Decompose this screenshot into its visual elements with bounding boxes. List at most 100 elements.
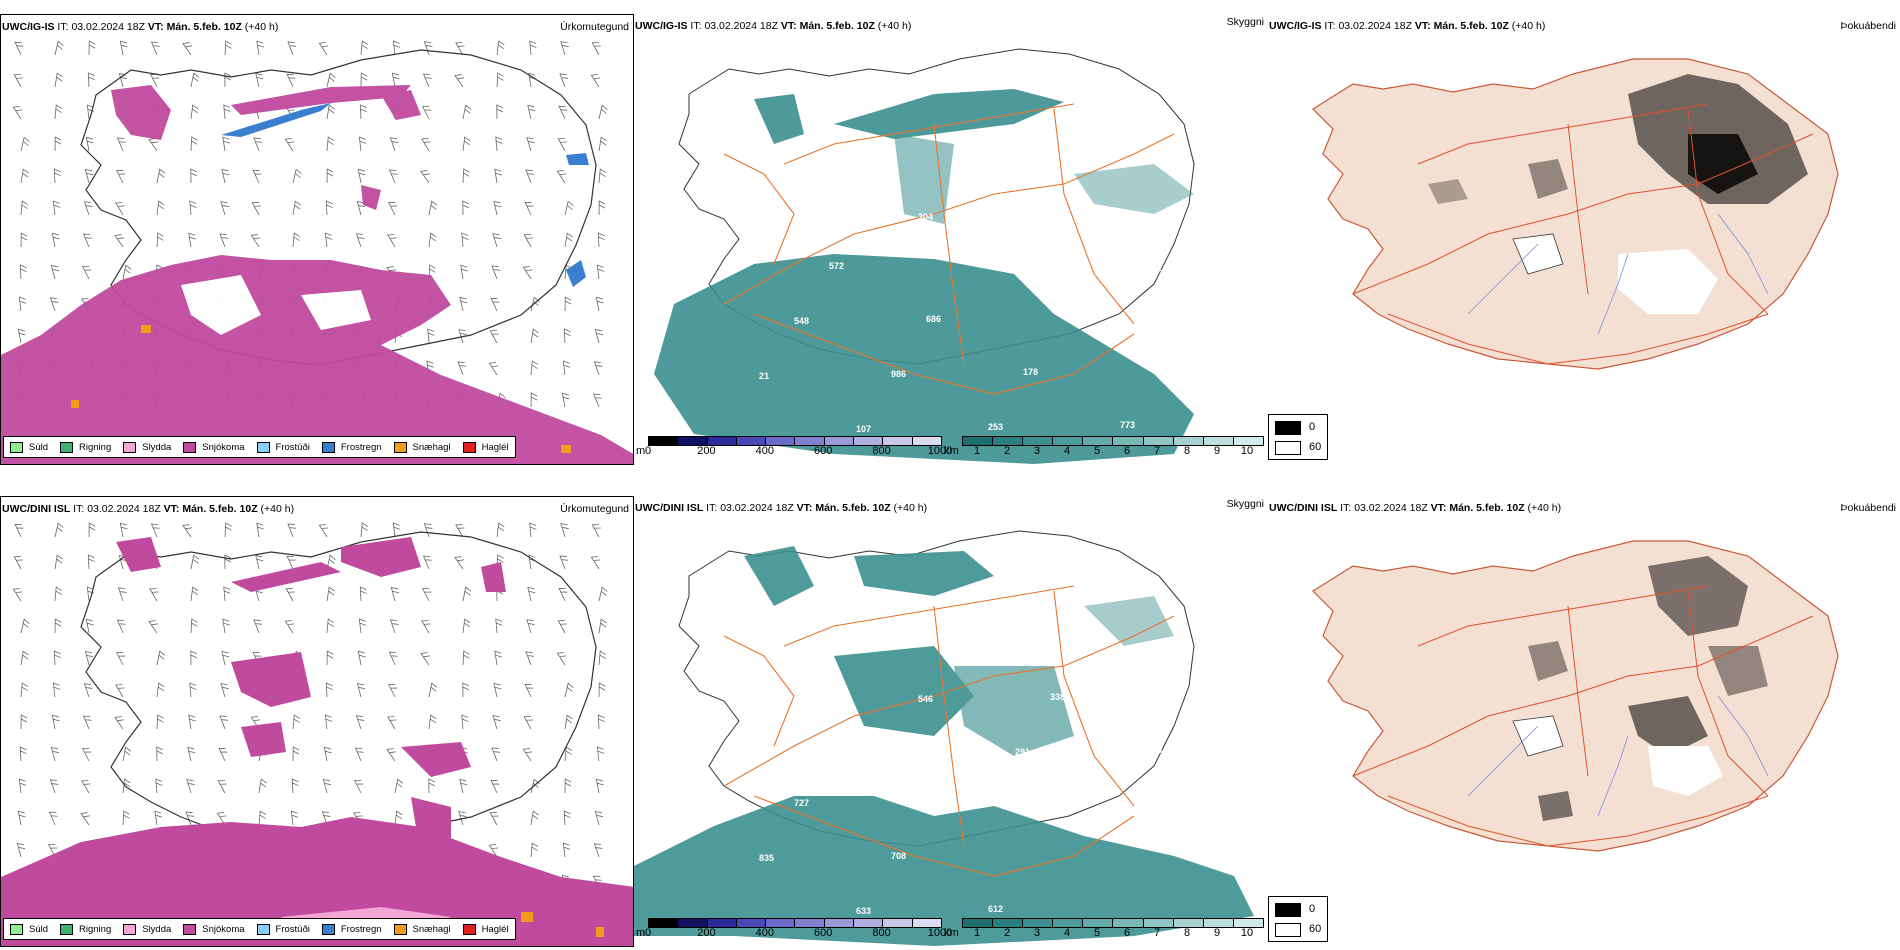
wind-barb xyxy=(394,778,404,794)
wind-barb xyxy=(562,360,571,376)
wind-barb xyxy=(224,554,232,570)
colorbar-tick: 7 xyxy=(1153,927,1161,939)
visibility-colorbar-strip xyxy=(962,436,1264,446)
wind-barb xyxy=(459,778,468,794)
wind-barb xyxy=(388,651,398,666)
height-label: 986 xyxy=(891,369,906,379)
wind-barb xyxy=(326,554,336,570)
colorbar-segment xyxy=(766,437,796,445)
colorbar-segment xyxy=(1233,919,1263,927)
wind-barb xyxy=(321,811,331,826)
wind-barb xyxy=(20,136,30,152)
height-label: 338 xyxy=(1050,692,1065,702)
wind-barb xyxy=(387,234,397,248)
height-label: 253 xyxy=(988,422,1003,432)
wind-barb xyxy=(286,73,296,88)
wind-barb xyxy=(20,232,28,248)
wind-barb xyxy=(223,104,231,120)
wind-barb xyxy=(222,618,230,634)
wind-barb xyxy=(355,715,365,730)
wind-barb xyxy=(188,714,196,730)
wind-barb xyxy=(355,233,365,248)
colorbar-tick: 800 xyxy=(872,927,891,939)
wind-barb xyxy=(561,392,570,408)
wind-barb xyxy=(556,170,567,184)
wind-barb xyxy=(49,779,59,794)
wind-barb xyxy=(187,746,196,762)
wind-barb xyxy=(461,232,469,248)
wind-barb xyxy=(387,716,397,730)
legend-swatch xyxy=(321,923,335,935)
colorbar-tick: 1 xyxy=(973,927,981,939)
wind-barb xyxy=(190,136,198,152)
wind-barb xyxy=(527,586,536,602)
wind-barb xyxy=(596,746,605,762)
height-label: 973 xyxy=(1085,155,1100,165)
wind-barb xyxy=(251,202,261,216)
colorbar-tick: 3 xyxy=(1033,927,1041,939)
legend-swatch xyxy=(256,441,270,453)
wind-barb xyxy=(48,811,58,826)
wind-barb xyxy=(530,810,539,826)
legend-swatch xyxy=(60,441,74,453)
wind-barb xyxy=(150,523,160,538)
height-label: 235 xyxy=(953,157,968,167)
wind-barb xyxy=(115,684,125,698)
colorbar-tick: 1000 xyxy=(927,927,953,939)
wind-barb xyxy=(493,200,502,216)
wind-barb xyxy=(494,168,502,184)
wind-barb xyxy=(224,522,232,538)
wind-barb xyxy=(360,40,369,56)
fog-legend-label-60: 60 xyxy=(1309,441,1322,453)
wind-barb xyxy=(562,842,571,858)
wind-barb xyxy=(427,328,435,344)
wind-barb xyxy=(13,74,23,88)
wind-barb xyxy=(594,810,604,826)
wind-barb xyxy=(591,42,601,56)
wind-barb xyxy=(454,556,464,570)
wind-barb xyxy=(598,136,607,152)
panel-header: UWC/DINI ISL IT: 03.02.2024 18Z VT: Mán.… xyxy=(1269,502,1562,514)
wind-barb xyxy=(326,168,334,184)
height-label: 107 xyxy=(856,424,871,434)
wind-barb xyxy=(394,810,403,826)
wind-barb xyxy=(564,296,572,312)
wind-barb xyxy=(558,587,568,602)
fog-indicator-map xyxy=(1312,58,1839,370)
colorbar-tick: 4 xyxy=(1063,445,1071,457)
wind-barb xyxy=(420,170,430,184)
wind-barb xyxy=(156,650,166,666)
height-label: 304 xyxy=(918,212,933,222)
wind-barb xyxy=(122,746,132,762)
colorbar-tick: 8 xyxy=(1183,445,1191,457)
wind-barb xyxy=(462,168,470,184)
wind-barb xyxy=(462,200,470,216)
wind-barb xyxy=(190,72,200,88)
wind-barb xyxy=(190,554,200,570)
colorbar-segment xyxy=(854,437,884,445)
wind-barb xyxy=(326,104,335,120)
height-colorbar-strip xyxy=(648,918,942,928)
legend-swatch xyxy=(10,923,23,935)
wind-barb xyxy=(182,42,192,56)
wind-barb xyxy=(595,778,604,794)
fog-legend-top: 0 60 xyxy=(1268,414,1328,460)
wind-barb xyxy=(428,200,438,216)
wind-barb xyxy=(326,618,335,634)
height-label: 21 xyxy=(759,371,769,381)
colorbar-tick: 1 xyxy=(973,445,981,457)
wind-barb xyxy=(558,105,568,120)
panel-title: Skyggni xyxy=(1226,498,1264,510)
legend-label: Haglél xyxy=(481,441,509,453)
wind-barb xyxy=(388,169,398,184)
wind-barb xyxy=(326,136,335,152)
wind-barb xyxy=(14,523,24,538)
colorbar-segment xyxy=(854,919,884,927)
panel-header: UWC/DINI ISL IT: 03.02.2024 18Z VT: Mán.… xyxy=(635,502,928,514)
height-label: 291 xyxy=(1015,747,1030,757)
legend-item: Haglél xyxy=(462,441,509,453)
wind-barb xyxy=(428,714,437,730)
legend-item: Slydda xyxy=(123,923,171,935)
wind-barb xyxy=(20,650,29,666)
wind-barb xyxy=(458,811,467,826)
